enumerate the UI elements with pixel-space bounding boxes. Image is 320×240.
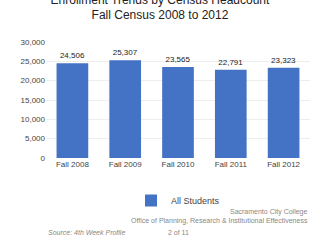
- svg-text:Fall 2008: Fall 2008: [56, 160, 89, 169]
- svg-text:23,565: 23,565: [165, 55, 190, 64]
- svg-text:Fall 2010: Fall 2010: [162, 160, 195, 169]
- svg-text:30,000: 30,000: [21, 38, 46, 47]
- svg-text:22,791: 22,791: [218, 58, 243, 67]
- svg-text:10,000: 10,000: [21, 115, 46, 124]
- svg-text:0: 0: [41, 154, 46, 163]
- svg-text:20,000: 20,000: [21, 76, 46, 85]
- svg-text:All Students: All Students: [171, 196, 220, 206]
- svg-text:Fall 2009: Fall 2009: [109, 160, 142, 169]
- svg-text:Enrollment Trends by Census He: Enrollment Trends by Census HeadcountFal…: [51, 0, 270, 22]
- svg-text:Source: 4th Week Profile: Source: 4th Week Profile: [48, 229, 125, 236]
- svg-text:15,000: 15,000: [21, 96, 46, 105]
- svg-text:Sacramento City CollegeOffice: Sacramento City CollegeOffice of Plannin…: [131, 208, 308, 225]
- svg-text:24,506: 24,506: [60, 51, 85, 60]
- svg-text:25,000: 25,000: [21, 57, 46, 66]
- svg-text:Fall 2012: Fall 2012: [267, 160, 300, 169]
- svg-text:5,000: 5,000: [25, 134, 46, 143]
- svg-text:2 of 11: 2 of 11: [168, 229, 189, 236]
- svg-text:25,307: 25,307: [113, 48, 138, 57]
- svg-text:23,323: 23,323: [271, 56, 296, 65]
- svg-text:Fall 2011: Fall 2011: [215, 160, 248, 169]
